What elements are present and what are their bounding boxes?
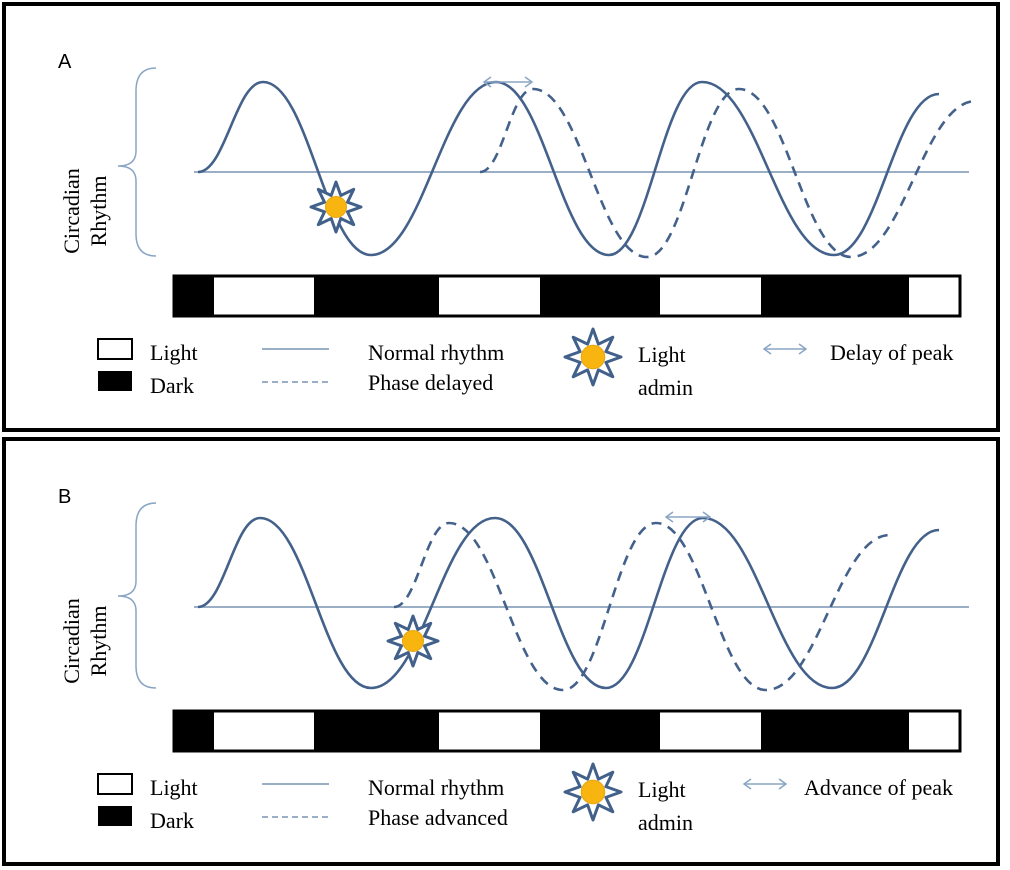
sun-core xyxy=(580,344,606,370)
bar-segment-light xyxy=(909,711,960,751)
legend-shifted-label: Phase advanced xyxy=(368,805,508,830)
y-axis-label-line1: Circadian xyxy=(59,168,84,254)
bar-segment-dark xyxy=(174,711,214,751)
bar-segment-dark xyxy=(540,711,660,751)
legend-normal-label: Normal rhythm xyxy=(368,340,504,365)
legend-light-admin-line2: admin xyxy=(638,375,693,400)
panel-a-diagram: A Circadian Rhythm Light Dark Normal rhy… xyxy=(58,51,977,400)
bar-segment-light xyxy=(660,276,761,316)
normal-rhythm-curve xyxy=(197,80,940,257)
bar-segment-light xyxy=(439,276,540,316)
legend-dark-swatch xyxy=(98,371,132,391)
bar-segment-light xyxy=(909,276,960,316)
legend-light-admin-line2: admin xyxy=(638,810,693,835)
sun-icon xyxy=(309,180,363,234)
legend-light-swatch xyxy=(97,338,133,360)
bar-segment-dark xyxy=(540,276,660,316)
y-axis-brace xyxy=(117,502,157,689)
legend-light-admin-line1: Light xyxy=(638,777,686,802)
bar-outline xyxy=(172,709,962,753)
bar-segment-dark xyxy=(761,276,909,316)
normal-rhythm-curve xyxy=(197,516,940,690)
panel-a: A Circadian Rhythm Light Dark Normal rhy… xyxy=(2,2,1000,432)
double-arrow-icon xyxy=(482,76,534,88)
legend-light-admin-line1: Light xyxy=(638,342,686,367)
y-axis-label-line1: Circadian xyxy=(59,598,84,684)
bar-segment-light xyxy=(214,711,314,751)
bar-segment-dark xyxy=(174,276,214,316)
phase-advanced-curve xyxy=(393,521,891,692)
legend-light-label: Light xyxy=(150,775,198,800)
legend-double-arrow-icon xyxy=(742,778,788,790)
double-arrow-icon xyxy=(664,511,712,523)
legend-shifted-label: Phase delayed xyxy=(368,370,493,395)
legend-dark-label: Dark xyxy=(150,373,194,398)
bar-segment-dark xyxy=(314,711,439,751)
legend-normal-label: Normal rhythm xyxy=(368,775,504,800)
sun-core xyxy=(402,630,424,652)
sun-core xyxy=(580,779,606,805)
panel-b: B Circadian Rhythm Light Dark Normal rhy… xyxy=(2,437,1000,866)
bar-outline xyxy=(172,274,962,318)
sun-icon xyxy=(386,614,440,668)
legend-peak-shift-label: Advance of peak xyxy=(804,775,953,800)
sun-core xyxy=(325,196,347,218)
y-axis-label-line2: Rhythm xyxy=(86,606,111,677)
bar-segment-light xyxy=(439,711,540,751)
panel-label: A xyxy=(58,51,72,73)
legend-peak-shift-label: Delay of peak xyxy=(830,340,953,365)
bar-segment-dark xyxy=(314,276,439,316)
legend-dark-swatch xyxy=(98,806,132,826)
panel-label: B xyxy=(58,486,71,508)
y-axis-brace xyxy=(117,67,157,257)
y-axis-label-line2: Rhythm xyxy=(86,176,111,247)
legend-dark-label: Dark xyxy=(150,808,194,833)
bar-segment-light xyxy=(660,711,761,751)
light-dark-bar xyxy=(172,709,962,753)
legend-light-swatch xyxy=(97,773,133,795)
phase-delayed-curve xyxy=(479,87,977,259)
legend-sun-icon xyxy=(563,762,623,822)
bar-segment-light xyxy=(214,276,314,316)
legend-sun-icon xyxy=(563,327,623,387)
light-dark-bar xyxy=(172,274,962,318)
legend-light-label: Light xyxy=(150,340,198,365)
bar-segment-dark xyxy=(761,711,909,751)
panel-b-diagram: B Circadian Rhythm Light Dark Normal rhy… xyxy=(58,486,969,835)
legend-double-arrow-icon xyxy=(762,343,808,355)
